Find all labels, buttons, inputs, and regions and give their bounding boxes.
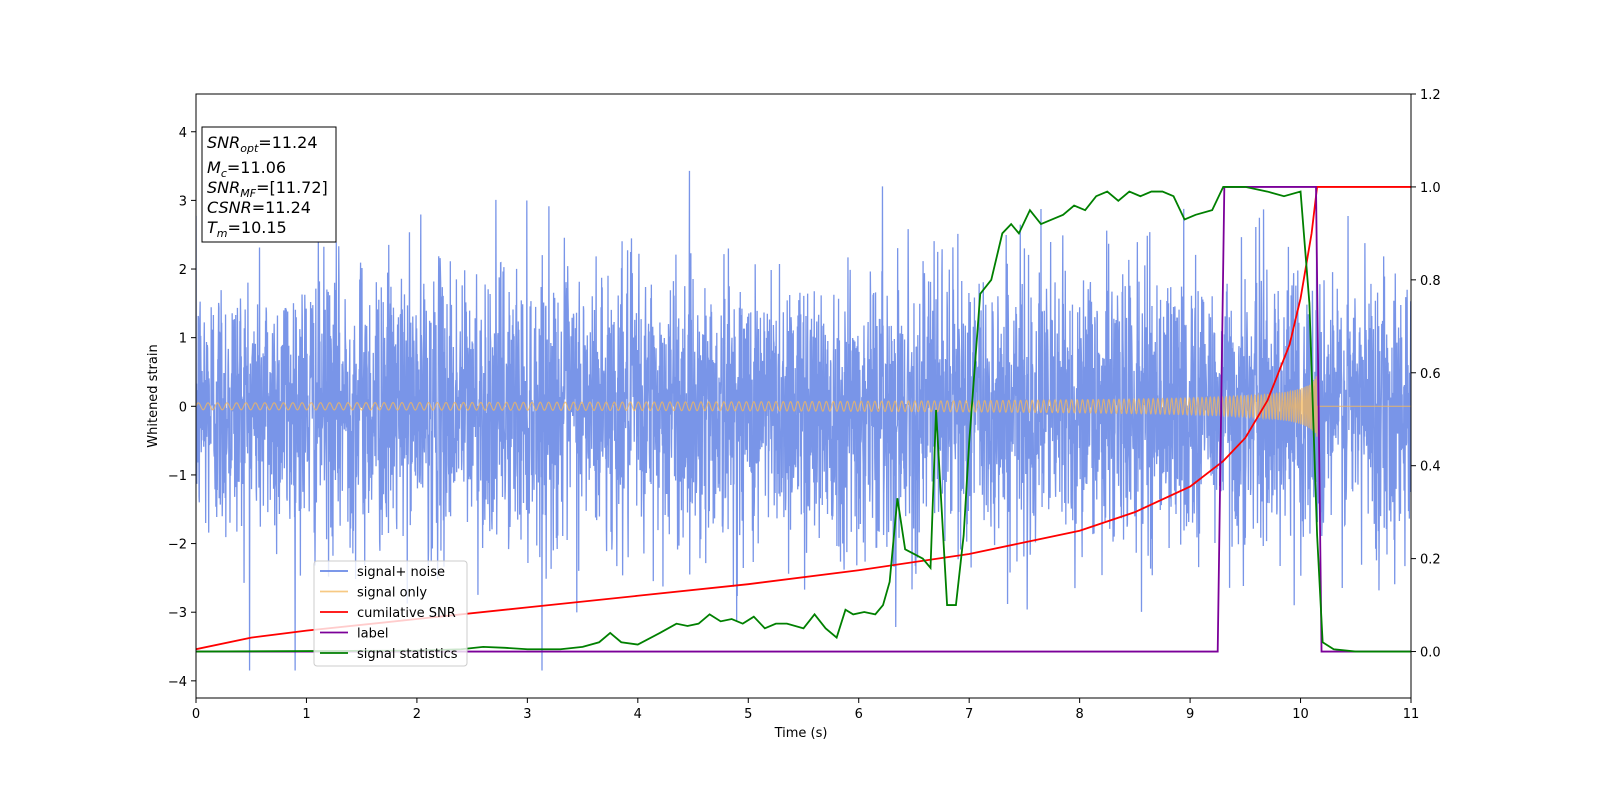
legend-entry: signal+ noise: [357, 565, 445, 580]
annotation-line: SNRMF=[11.72]: [207, 178, 328, 200]
legend-frame: [313, 560, 468, 667]
y-left-tick-label: −2: [168, 538, 187, 553]
series-line-signal-statistics: [196, 186, 1411, 653]
y-right-tick-label: 0.0: [1420, 646, 1441, 661]
annotation-line: CSNR=11.24: [207, 198, 311, 217]
x-axis: 0 1 2 3 4 5 6 7 8 9 10 11: [192, 698, 1419, 722]
y-left-tick-label: −4: [168, 675, 187, 690]
annotation-frame: [201, 126, 337, 243]
x-tick-label: 10: [1292, 707, 1309, 722]
x-tick-label: 1: [302, 707, 310, 722]
x-tick-label: 7: [965, 707, 973, 722]
y-axis-left: −4 −3 −2 −1 0 1 2 3 4: [168, 126, 196, 690]
series-line-signal-only: [196, 376, 1411, 437]
annotation-box: SNRopt=11.24 Mc=11.06SNRMF=[11.72]CSNR=11…: [201, 126, 337, 243]
y-left-tick-label: 3: [179, 194, 187, 209]
y-left-tick-label: 2: [179, 263, 187, 278]
plot-frame: [195, 93, 1412, 699]
legend-entry: signal only: [357, 586, 427, 601]
y-left-tick-label: 4: [179, 126, 187, 141]
legend-entry: cumilative SNR: [357, 606, 456, 621]
annotation-line: SNRopt=11.24: [207, 133, 318, 155]
y-right-tick-label: 0.2: [1420, 553, 1441, 568]
x-tick-label: 3: [523, 707, 531, 722]
y-right-tick-label: 1.2: [1420, 88, 1441, 103]
y-right-tick-label: 0.4: [1420, 460, 1441, 475]
series-line-label: [196, 186, 1411, 653]
x-tick-label: 8: [1075, 707, 1083, 722]
y-axis-label: Whitened strain: [146, 344, 161, 447]
x-tick-label: 2: [413, 707, 421, 722]
series-layer: [196, 170, 1411, 671]
x-tick-label: 5: [744, 707, 752, 722]
annotation-line: Mc=11.06: [207, 158, 286, 180]
y-left-tick-label: 1: [179, 332, 187, 347]
annotation-line: Tm=10.15: [207, 218, 287, 240]
x-tick-label: 4: [634, 707, 642, 722]
y-axis-right: 0.0 0.2 0.4 0.6 0.8 1.0 1.2: [1411, 88, 1441, 661]
x-tick-label: 9: [1186, 707, 1194, 722]
y-right-tick-label: 0.8: [1420, 274, 1441, 289]
y-right-tick-label: 1.0: [1420, 181, 1441, 196]
x-axis-label: Time (s): [774, 726, 828, 741]
x-tick-label: 0: [192, 707, 200, 722]
legend: signal+ noise signal only cumilative SNR la…: [313, 560, 468, 667]
x-tick-label: 6: [855, 707, 863, 722]
y-left-tick-label: 0: [179, 400, 187, 415]
legend-entry: signal statistics: [357, 647, 458, 662]
x-tick-label: 11: [1403, 707, 1420, 722]
y-right-tick-label: 0.6: [1420, 367, 1441, 382]
legend-entry: label: [357, 627, 388, 642]
y-left-tick-label: −3: [168, 606, 187, 621]
y-left-tick-label: −1: [168, 469, 187, 484]
